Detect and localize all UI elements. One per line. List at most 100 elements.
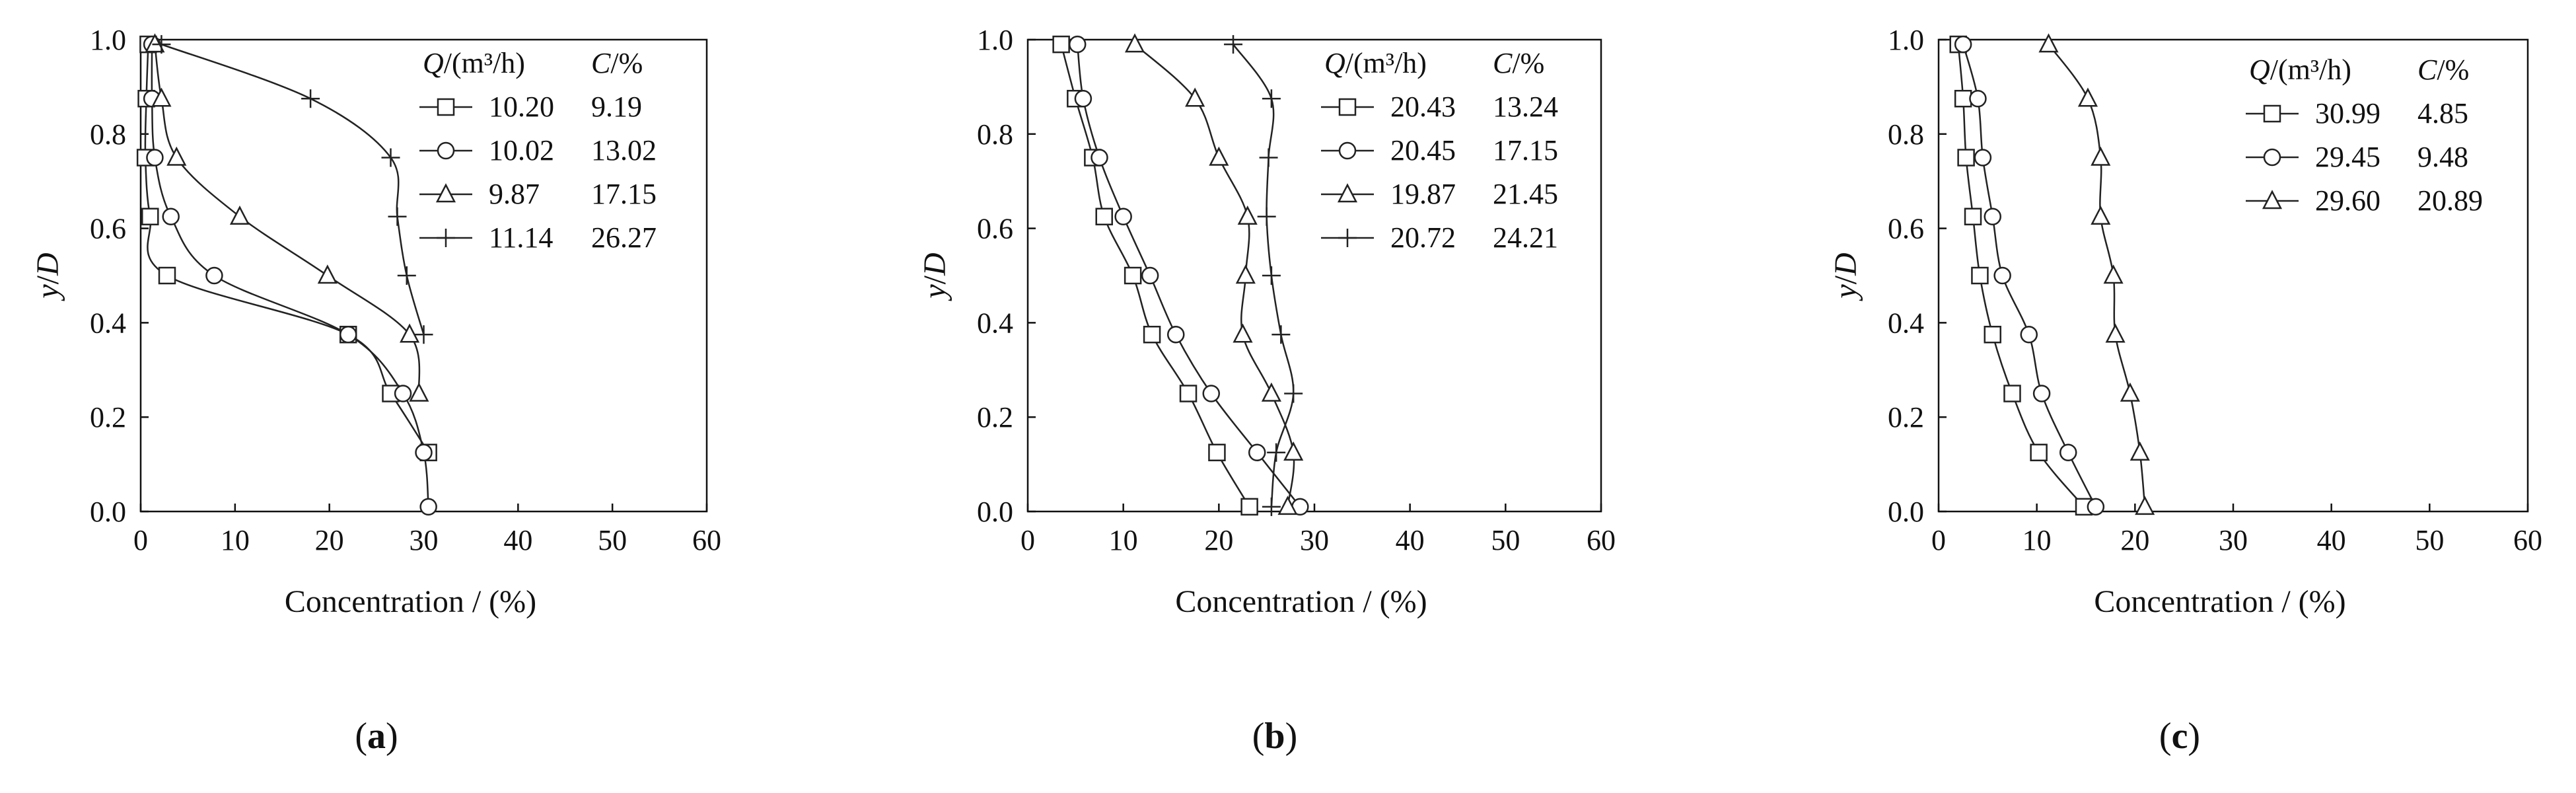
legend-marker — [1338, 141, 1357, 160]
data-point — [1143, 326, 1161, 344]
legend-q-value: 30.99 — [2315, 97, 2380, 130]
legend-c-value: 4.85 — [2417, 97, 2468, 130]
data-point — [1257, 207, 1276, 226]
data-point — [1993, 266, 2011, 285]
legend-entry-3: 20.72 24.21 — [1321, 221, 1558, 254]
y-tick-label: 0.0 — [90, 496, 126, 528]
legend-c-value: 17.15 — [1493, 134, 1558, 167]
panel-label: (a) — [355, 716, 398, 757]
data-point — [339, 326, 357, 344]
data-point — [1271, 325, 1291, 344]
data-point — [1277, 496, 1298, 515]
data-point — [1179, 385, 1198, 402]
y-tick-label: 0.2 — [977, 401, 1013, 434]
data-point — [1267, 443, 1286, 462]
legend-marker — [2263, 148, 2281, 167]
series-1 — [143, 35, 437, 516]
legend-marker — [2262, 190, 2283, 209]
legend-marker — [435, 183, 456, 203]
data-point — [145, 33, 165, 53]
data-point — [1964, 208, 1982, 225]
x-tick-label: 30 — [1300, 524, 1329, 556]
legend: Q/(m³/h) C/% 10.20 9.19 10.02 13.02 9.87 17.15 1… — [419, 47, 657, 254]
data-point — [1074, 90, 1092, 108]
data-point — [317, 264, 338, 284]
y-tick-label: 0.0 — [977, 496, 1013, 528]
y-axis-title: y/D — [1828, 252, 1863, 301]
series-1 — [1068, 35, 1309, 516]
chart-panel-2: 0 10 20 30 40 50 60 0.0 0.2 0.4 0.6 0.8 1.0 Concentra… — [1828, 24, 2542, 757]
legend-c-value: 9.48 — [2417, 141, 2468, 173]
legend-header-q: Q/(m³/h) — [2249, 54, 2351, 86]
data-point — [1984, 208, 2002, 225]
legend-c-value: 21.45 — [1493, 178, 1558, 210]
data-point — [141, 208, 159, 225]
legend-marker — [437, 141, 455, 160]
series-line — [161, 43, 425, 335]
data-point — [1969, 90, 1987, 108]
data-point — [301, 89, 320, 108]
data-point — [415, 443, 433, 461]
x-tick-label: 60 — [2513, 524, 2542, 556]
data-point — [1202, 385, 1221, 402]
legend-q-value: 11.14 — [489, 221, 553, 254]
y-tick-label: 0.2 — [90, 401, 126, 434]
legend-q-value: 19.87 — [1390, 178, 1456, 210]
data-point — [1283, 441, 1304, 461]
legend-entry-2: 9.87 17.15 — [419, 178, 657, 210]
legend-entry-0: 30.99 4.85 — [2246, 97, 2468, 130]
y-tick-label: 1.0 — [90, 24, 126, 56]
legend-c-value: 13.24 — [1493, 91, 1558, 123]
series-line — [2048, 44, 2146, 507]
data-point — [381, 148, 400, 167]
legend-c-value: 24.21 — [1493, 221, 1558, 254]
x-tick-label: 40 — [503, 524, 532, 556]
x-tick-label: 10 — [1109, 524, 1138, 556]
data-point — [2105, 323, 2126, 343]
legend-entry-0: 20.43 13.24 — [1321, 91, 1558, 123]
data-point — [1954, 90, 1972, 108]
data-point — [1052, 35, 1070, 54]
x-tick-label: 20 — [2120, 524, 2149, 556]
legend-marker — [1338, 229, 1357, 247]
data-point — [1166, 326, 1185, 344]
series-0 — [1949, 35, 2093, 516]
legend-c-value: 26.27 — [591, 221, 657, 254]
data-point — [1224, 35, 1243, 54]
data-point — [2120, 382, 2140, 402]
data-point — [2103, 264, 2124, 284]
y-tick-label: 0.4 — [90, 307, 126, 339]
data-point — [1262, 266, 1281, 285]
y-tick-label: 0.8 — [1888, 118, 1924, 151]
data-point — [394, 385, 412, 402]
legend: Q/(m³/h) C/% 20.43 13.24 20.45 17.15 19.87 21.4… — [1321, 47, 1558, 254]
data-point — [414, 325, 433, 344]
data-point — [166, 146, 187, 166]
data-point — [2091, 206, 2111, 225]
legend-marker — [1338, 98, 1357, 116]
legend-entry-2: 19.87 21.45 — [1321, 178, 1558, 210]
y-tick-label: 0.6 — [977, 213, 1013, 245]
legend-marker — [2263, 104, 2281, 123]
legend-c-value: 20.89 — [2417, 184, 2483, 217]
y-tick-label: 0.0 — [1888, 496, 1924, 528]
x-axis-title: Concentration / (%) — [2094, 584, 2345, 619]
legend-q-value: 10.20 — [489, 91, 554, 123]
legend-q-value: 9.87 — [489, 178, 540, 210]
legend-header-c: C/% — [591, 47, 643, 79]
x-tick-label: 40 — [1396, 524, 1425, 556]
data-point — [1235, 264, 1256, 284]
y-axis-title: y/D — [30, 252, 65, 301]
data-point — [1208, 443, 1226, 461]
legend-q-value: 20.43 — [1390, 91, 1456, 123]
x-axis-title: Concentration / (%) — [285, 584, 536, 619]
x-tick-label: 50 — [1491, 524, 1520, 556]
legend-c-value: 13.02 — [591, 134, 657, 167]
x-tick-label: 20 — [315, 524, 344, 556]
series-3 — [1224, 35, 1303, 516]
panel-label: (b) — [1252, 716, 1297, 757]
x-tick-label: 30 — [410, 524, 439, 556]
y-tick-label: 1.0 — [1888, 24, 1924, 56]
data-point — [1954, 35, 1972, 54]
